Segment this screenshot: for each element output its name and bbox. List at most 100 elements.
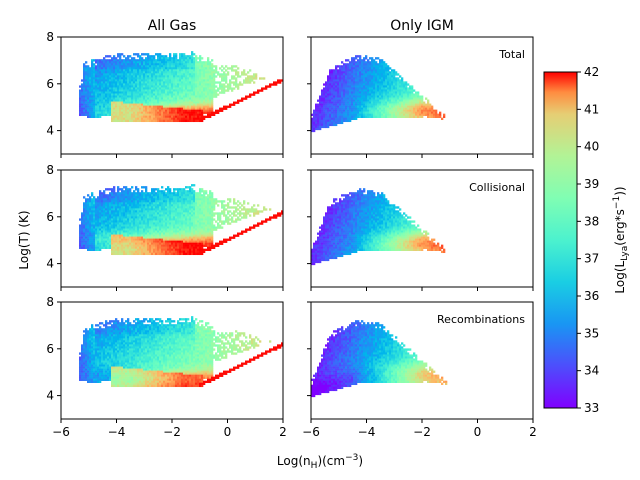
heatmap-cell <box>119 250 122 254</box>
heatmap-cell <box>129 252 132 256</box>
heatmap-cell <box>193 91 196 94</box>
heatmap-cell <box>349 109 352 112</box>
heatmap-cell <box>333 107 336 110</box>
heatmap-cell <box>383 67 386 70</box>
heatmap-cell <box>387 103 390 106</box>
heatmap-cell <box>397 91 400 94</box>
heatmap-cell <box>183 69 186 72</box>
heatmap-cell <box>87 238 90 241</box>
heatmap-cell <box>87 226 90 229</box>
heatmap-cell <box>85 208 88 211</box>
heatmap-cell <box>225 65 228 68</box>
heatmap-cell <box>177 77 180 80</box>
heatmap-cell <box>107 208 110 211</box>
heatmap-cell <box>147 69 150 72</box>
heatmap-cell <box>149 248 152 251</box>
heatmap-cell <box>347 115 350 118</box>
heatmap-cell <box>373 101 376 104</box>
heatmap-cell <box>81 109 84 112</box>
heatmap-cell <box>199 89 202 92</box>
heatmap-cell <box>189 85 192 88</box>
heatmap-cell <box>167 101 170 104</box>
heatmap-cell <box>155 59 158 62</box>
heatmap-cell <box>215 69 218 72</box>
heatmap-cell <box>211 111 214 114</box>
heatmap-cell <box>199 55 202 58</box>
heatmap-cell <box>195 107 198 110</box>
heatmap-cell <box>365 69 368 72</box>
heatmap-cell <box>91 240 94 243</box>
heatmap-cell <box>189 79 192 82</box>
heatmap-cell <box>375 67 378 70</box>
heatmap-cell <box>339 85 342 88</box>
heatmap-cell <box>375 65 378 68</box>
heatmap-cell <box>85 244 88 247</box>
heatmap-cell <box>133 194 136 197</box>
heatmap-cell <box>123 234 126 237</box>
heatmap-cell <box>147 210 150 213</box>
heatmap-cell <box>183 59 186 62</box>
heatmap-cell <box>423 105 426 108</box>
heatmap-cell <box>133 89 136 92</box>
heatmap-cell <box>91 202 94 205</box>
heatmap-cell <box>339 65 342 68</box>
heatmap-cell <box>373 93 376 96</box>
heatmap-cell <box>101 192 104 195</box>
heatmap-cell <box>347 65 350 68</box>
heatmap-cell <box>399 103 402 106</box>
heatmap-cell <box>95 206 98 209</box>
heatmap-cell <box>165 83 168 86</box>
heatmap-cell <box>91 192 94 195</box>
heatmap-cell <box>399 107 402 110</box>
heatmap-cell <box>91 67 94 70</box>
heatmap-cell <box>97 69 100 72</box>
heatmap-cell <box>429 111 432 114</box>
heatmap-cell <box>133 206 136 209</box>
heatmap-cell <box>379 105 382 108</box>
heatmap-cell <box>359 75 362 78</box>
heatmap-cell <box>157 198 160 201</box>
heatmap-cell <box>421 109 424 112</box>
heatmap-cell <box>171 101 174 104</box>
heatmap-cell <box>109 95 112 98</box>
heatmap-cell <box>179 59 182 62</box>
heatmap-cell <box>347 93 350 96</box>
heatmap-cell <box>111 111 114 114</box>
heatmap-cell <box>199 119 202 123</box>
heatmap-cell <box>407 95 410 98</box>
heatmap-cell <box>89 73 92 76</box>
heatmap-cell <box>111 236 114 239</box>
heatmap-cell <box>93 220 96 223</box>
heatmap-cell <box>335 97 338 100</box>
heatmap-cell <box>163 71 166 74</box>
heatmap-cell <box>337 77 340 80</box>
heatmap-cell <box>177 101 180 104</box>
heatmap-cell <box>135 89 138 92</box>
heatmap-cell <box>331 83 334 86</box>
heatmap-cell <box>159 87 162 90</box>
heatmap-cell <box>143 204 146 207</box>
heatmap-cell <box>311 127 314 131</box>
heatmap-cell <box>251 93 254 96</box>
heatmap-cell <box>179 93 182 96</box>
heatmap-cell <box>153 232 156 235</box>
heatmap-cell <box>243 79 246 82</box>
heatmap-cell <box>135 216 138 219</box>
heatmap-cell <box>159 192 162 195</box>
heatmap-cell <box>83 87 86 90</box>
heatmap-cell <box>135 77 138 80</box>
heatmap-cell <box>147 95 150 98</box>
heatmap-cell <box>119 210 122 213</box>
heatmap-cell <box>155 93 158 96</box>
heatmap-cell <box>323 97 326 100</box>
heatmap-cell <box>111 188 114 191</box>
heatmap-cell <box>141 71 144 74</box>
heatmap-cell <box>395 77 398 80</box>
heatmap-cell <box>331 121 334 125</box>
heatmap-cell <box>215 91 218 94</box>
heatmap-cell <box>377 99 380 102</box>
heatmap-cell <box>189 109 192 112</box>
heatmap-cell <box>341 65 344 68</box>
heatmap-cell <box>81 85 84 88</box>
heatmap-cell <box>147 246 150 249</box>
